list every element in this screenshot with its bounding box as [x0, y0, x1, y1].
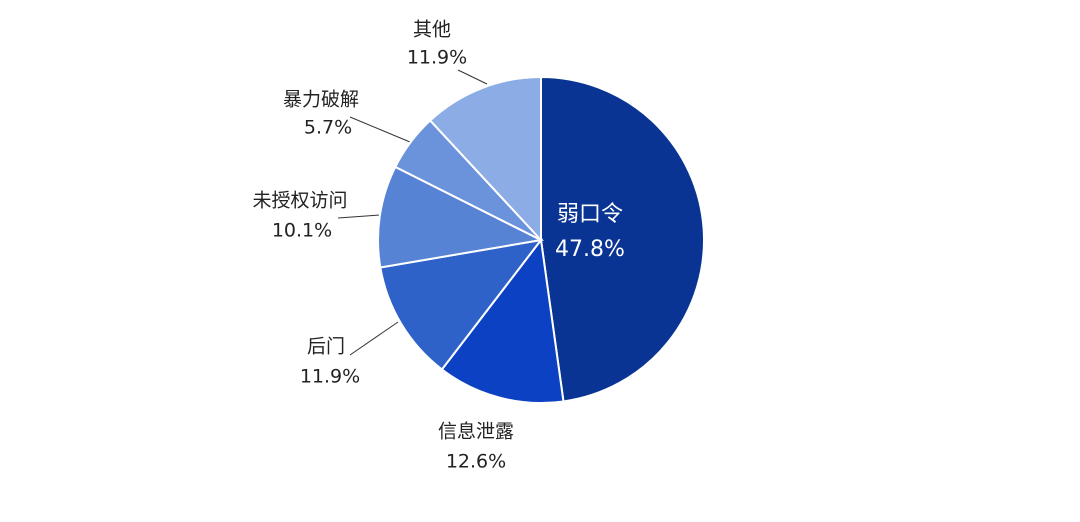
slice-label: 未授权访问 — [252, 190, 347, 212]
pie-slice — [377, 165, 545, 269]
leader-line — [457, 69, 488, 85]
slice-label: 后门 — [307, 336, 345, 358]
value-label: 5.7% — [304, 117, 352, 139]
slice-label: 信息泄露 — [438, 421, 514, 443]
leader-line — [337, 214, 381, 219]
leader-line — [349, 321, 399, 356]
value-label: 12.6% — [446, 451, 506, 473]
pie-slice — [440, 237, 565, 404]
slice-label: 暴力破解 — [283, 89, 359, 111]
value-label: 11.9% — [407, 47, 467, 69]
leader-line — [349, 116, 411, 143]
value-label: 10.1% — [272, 220, 332, 242]
pie-slice — [428, 75, 542, 243]
value-label: 47.8% — [555, 237, 625, 262]
pie-slice — [379, 238, 544, 371]
slice-label: 其他 — [413, 19, 451, 41]
pie-slice — [540, 75, 705, 403]
value-label: 11.9% — [300, 366, 360, 388]
slice-label: 弱口令 — [557, 202, 623, 227]
